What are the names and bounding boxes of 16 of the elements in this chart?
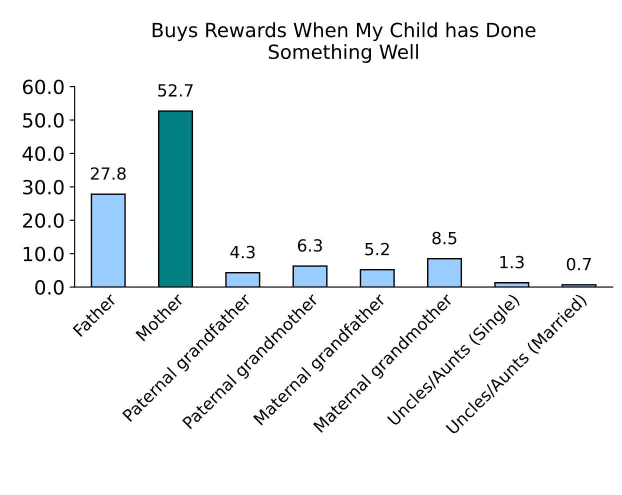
data-label: 52.7 [158, 84, 193, 97]
y-tick-label: 0.0 [35, 280, 64, 295]
y-tick-label: 40.0 [22, 146, 64, 162]
chart-title: Buys Rewards When My Child has Done Something Well [152, 22, 536, 63]
data-label: 5.2 [365, 242, 389, 256]
data-label: 1.3 [500, 256, 524, 268]
data-label: 6.3 [298, 239, 322, 252]
y-tick-label: 10.0 [24, 246, 64, 262]
data-label: 8.5 [432, 232, 456, 244]
y-tick-label: 50.0 [23, 112, 64, 128]
y-tick-label: 20.0 [23, 213, 64, 228]
y-tick-label: 60.0 [22, 80, 64, 94]
data-label: 0.7 [566, 258, 591, 270]
data-label: 4.3 [230, 246, 255, 258]
y-tick-label: 30.0 [23, 180, 64, 195]
data-label: 27.8 [90, 167, 126, 180]
